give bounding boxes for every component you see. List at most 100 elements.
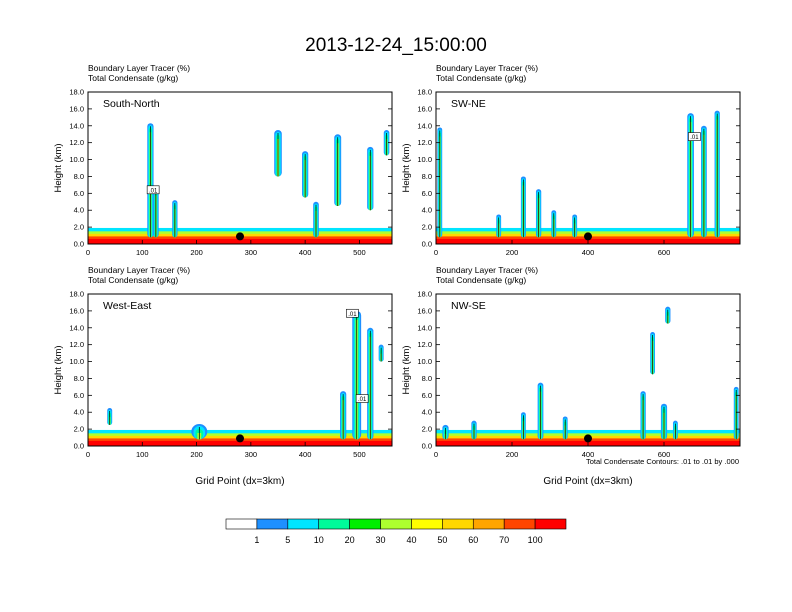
- y-tick-label: 6.0: [422, 189, 432, 198]
- plume: [442, 424, 449, 440]
- x-tick-label: 200: [190, 248, 203, 257]
- plot-area: [436, 306, 740, 446]
- plume: [535, 189, 542, 238]
- plume: [153, 186, 159, 238]
- y-tick-label: 6.0: [74, 189, 84, 198]
- colorbar-swatch: [442, 518, 474, 530]
- y-tick-label: 0.0: [422, 240, 432, 249]
- x-tick-label: 0: [434, 450, 438, 459]
- y-tick-label: 12.0: [69, 340, 84, 349]
- x-tick-label: 300: [245, 450, 258, 459]
- x-tick-label: 0: [434, 248, 438, 257]
- field-label: Boundary Layer Tracer (%): [88, 63, 190, 73]
- colorbar-label: 40: [406, 535, 416, 545]
- plume: [383, 130, 390, 156]
- boundary-layer-band: [88, 440, 392, 446]
- x-tick-label: 400: [582, 450, 595, 459]
- y-tick-label: 16.0: [417, 306, 432, 315]
- plume: [496, 214, 502, 238]
- plume: [665, 306, 671, 324]
- y-tick-label: 6.0: [422, 391, 432, 400]
- plot-frame: [435, 293, 741, 447]
- y-tick-label: 16.0: [69, 306, 84, 315]
- plume: [520, 412, 526, 440]
- plume: [340, 391, 347, 440]
- y-tick-label: 10.0: [417, 155, 432, 164]
- plume: [650, 332, 656, 375]
- plume: [537, 382, 544, 440]
- y-tick-label: 4.0: [74, 206, 84, 215]
- location-marker: [236, 434, 244, 443]
- panel-label: NW-SE: [451, 300, 486, 312]
- y-tick-label: 2.0: [422, 425, 432, 434]
- x-tick-label: 600: [658, 248, 671, 257]
- contour-label-text: .01: [149, 188, 158, 194]
- x-tick-label: 500: [353, 248, 366, 257]
- colorbar-swatch: [503, 518, 536, 530]
- y-tick-label: 6.0: [74, 391, 84, 400]
- colorbar: 1 5 10 20 30 40 50 60 70 100: [225, 518, 567, 545]
- colorbar-label: 60: [468, 535, 478, 545]
- x-tick-label: 400: [299, 450, 312, 459]
- plume: [191, 424, 208, 440]
- y-tick-label: 18.0: [417, 290, 432, 299]
- plot-frame: [435, 91, 741, 245]
- colorbar-swatch: [287, 518, 320, 530]
- y-tick-label: 8.0: [74, 374, 84, 383]
- y-tick-label: 10.0: [69, 357, 84, 366]
- y-tick-label: 14.0: [69, 121, 84, 130]
- plume: [147, 123, 154, 238]
- panel-south-north: 0 100 200 300 400 500 0.0 2.0 4.0 6.0 8.0 10.0 12.0 1…: [53, 63, 393, 257]
- y-tick-label: 12.0: [69, 138, 84, 147]
- colorbar-swatch: [411, 518, 443, 530]
- plume: [352, 310, 362, 440]
- panel-label: South-North: [103, 98, 160, 110]
- plume: [714, 110, 720, 238]
- y-tick-label: 14.0: [417, 121, 432, 130]
- plume: [172, 200, 178, 238]
- x-tick-label: 400: [582, 248, 595, 257]
- colorbar-label: 20: [345, 535, 355, 545]
- colorbar-swatch: [349, 518, 381, 530]
- colorbar-label: 1: [254, 535, 259, 545]
- y-tick-label: 4.0: [422, 408, 432, 417]
- y-tick-label: 0.0: [74, 442, 84, 451]
- y-tick-label: 14.0: [417, 323, 432, 332]
- panel-label: SW-NE: [451, 98, 486, 110]
- plume: [572, 214, 578, 238]
- location-marker: [584, 232, 592, 241]
- plot-area: [88, 123, 392, 244]
- y-tick-label: 2.0: [74, 425, 84, 434]
- colorbar-label: 30: [376, 535, 386, 545]
- plot-frame: [87, 91, 393, 245]
- x-tick-label: 100: [136, 450, 149, 459]
- plume: [733, 386, 739, 440]
- plume: [701, 125, 707, 238]
- plume: [107, 408, 113, 425]
- x-tick-label: 200: [506, 248, 519, 257]
- contour-label-box: [355, 394, 369, 403]
- contour-label-text: .01: [358, 397, 367, 403]
- plume: [687, 113, 694, 238]
- x-axis-label: Grid Point (dx=3km): [195, 476, 284, 487]
- y-tick-label: 12.0: [417, 138, 432, 147]
- y-axis-label: Height (km): [401, 345, 412, 394]
- colorbar-label: 100: [528, 535, 543, 545]
- x-tick-label: 400: [299, 248, 312, 257]
- y-tick-label: 2.0: [422, 223, 432, 232]
- field-label: Boundary Layer Tracer (%): [436, 265, 538, 275]
- plume: [660, 403, 668, 440]
- plume: [437, 127, 443, 238]
- panels: 0 100 200 300 400 500 0.0 2.0 4.0 6.0 8.0 10.0 12.0 1…: [53, 63, 741, 487]
- x-tick-label: 600: [658, 450, 671, 459]
- panel-sw-ne: 0 200 400 600 0.0 2.0 4.0 6.0 8.0 10.0 12.0 14.0 16.…: [401, 63, 741, 257]
- contour-label-text: .01: [348, 312, 357, 318]
- location-marker: [236, 232, 244, 241]
- panel-nw-se: 0 200 400 600 0.0 2.0 4.0 6.0 8.0 10.0 12.0 14.0 16.…: [401, 265, 741, 487]
- plume: [367, 327, 374, 440]
- plume: [471, 420, 477, 440]
- contour-label: Total Condensate (g/kg): [436, 73, 526, 83]
- x-tick-label: 300: [245, 248, 258, 257]
- plot-area: [88, 310, 392, 446]
